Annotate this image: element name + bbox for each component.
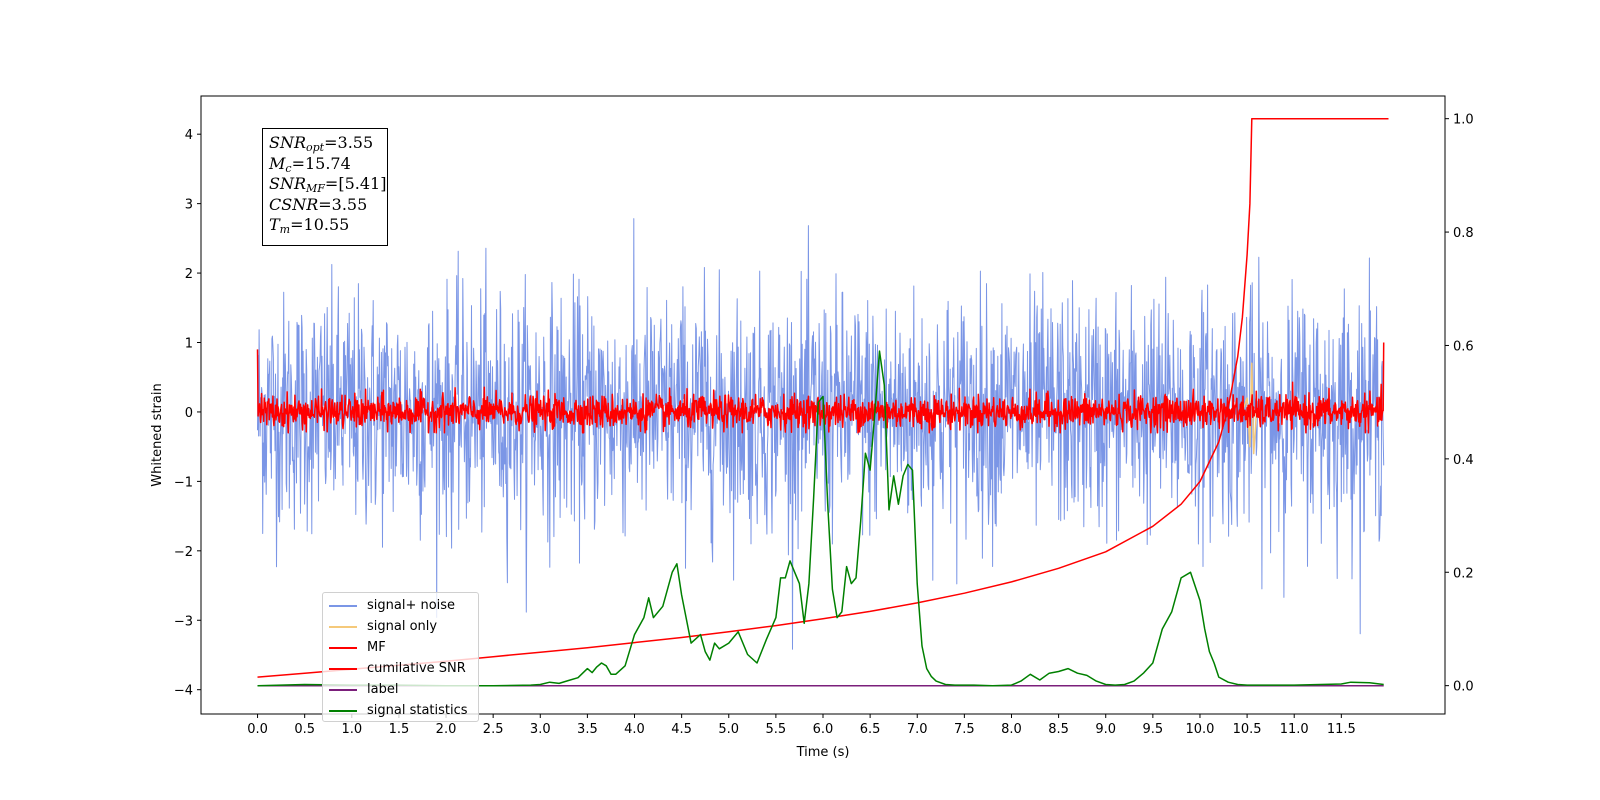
y2-tick-label: 0.8 (1453, 226, 1474, 241)
y-tick-label: 1 (185, 337, 193, 352)
y-axis-right: 1.0 0.8 0.6 0.4 0.2 0.0 (1445, 113, 1474, 695)
legend-label: signal statistics (367, 703, 468, 718)
legend-label: signal only (367, 619, 438, 634)
x-tick-label: 0.5 (294, 722, 315, 737)
y-tick-label: 2 (185, 267, 193, 282)
x-tick-label: 11.5 (1327, 722, 1356, 737)
legend-label: cumilative SNR (367, 661, 466, 676)
legend-swatch (329, 667, 357, 670)
x-tick-label: 1.5 (389, 722, 410, 737)
x-tick-label: 3.0 (530, 722, 551, 737)
y-tick-label: −3 (174, 614, 193, 629)
legend-item: label (329, 679, 478, 700)
legend-item: cumilative SNR (329, 658, 478, 679)
legend: signal+ noise signal only MF cumilative SNR… (322, 592, 479, 722)
x-tick-label: 7.5 (954, 722, 975, 737)
x-tick-label: 5.0 (718, 722, 739, 737)
x-tick-label: 4.5 (671, 722, 692, 737)
x-tick-label: 6.0 (813, 722, 834, 737)
series-line-signal-noise (257, 218, 1385, 650)
annotation-line: SNRMF=[5.41] (269, 174, 387, 195)
y2-tick-label: 0.0 (1453, 680, 1474, 695)
x-tick-label: 5.5 (766, 722, 787, 737)
legend-swatch (329, 646, 357, 649)
x-tick-label: 10.5 (1233, 722, 1262, 737)
annotation-line: Mc=15.74 (269, 153, 351, 175)
legend-item: signal statistics (329, 700, 478, 721)
y2-tick-label: 0.6 (1453, 339, 1474, 354)
x-tick-label: 11.0 (1280, 722, 1309, 737)
x-tick-label: 0.0 (247, 722, 268, 737)
legend-label: label (367, 682, 399, 697)
y2-tick-label: 0.4 (1453, 453, 1474, 468)
legend-label: MF (367, 640, 386, 655)
x-tick-label: 9.5 (1143, 722, 1164, 737)
x-axis-label: Time (s) (796, 745, 850, 760)
x-axis: 0.0 0.5 1.0 1.5 2.0 2.5 3.0 3.5 4.0 4.5 5.0 5.5 6.0 6… (247, 714, 1356, 737)
legend-item: MF (329, 637, 478, 658)
y2-tick-label: 1.0 (1453, 113, 1474, 128)
y2-tick-label: 0.2 (1453, 566, 1474, 581)
x-tick-label: 3.5 (577, 722, 598, 737)
y-tick-label: 0 (185, 406, 193, 421)
legend-item: signal+ noise (329, 595, 478, 616)
x-tick-label: 8.5 (1048, 722, 1069, 737)
x-tick-label: 2.0 (436, 722, 457, 737)
x-tick-label: 1.0 (341, 722, 362, 737)
x-tick-label: 9.0 (1095, 722, 1116, 737)
annotation-line: CSNR=3.55 (269, 194, 368, 214)
x-tick-label: 6.5 (860, 722, 881, 737)
y-tick-label: −2 (174, 545, 193, 560)
y-tick-label: −4 (174, 684, 193, 699)
x-tick-label: 4.0 (624, 722, 645, 737)
x-tick-label: 10.0 (1185, 722, 1214, 737)
legend-label: signal+ noise (367, 598, 456, 613)
legend-item: signal only (329, 616, 478, 637)
legend-swatch (329, 709, 357, 712)
series-line-mf (256, 342, 1385, 434)
legend-swatch (329, 625, 357, 628)
annotation-line: Tm=10.55 (269, 215, 350, 236)
legend-swatch (329, 604, 357, 607)
legend-swatch (329, 688, 357, 691)
x-tick-label: 2.5 (483, 722, 504, 737)
y-tick-label: −1 (174, 475, 193, 490)
x-tick-label: 8.0 (1001, 722, 1022, 737)
annotation-box: SNRopt=3.55 Mc=15.74 SNRMF=[5.41] CSNR=3.55… (262, 128, 388, 246)
y-tick-label: 4 (185, 128, 193, 143)
series-line-signal-statistics (257, 350, 1384, 687)
y-axis-label: Whitened strain (150, 383, 165, 486)
annotation-line: SNRopt=3.55 (269, 133, 374, 154)
series-line-cumilative-snr (257, 117, 1389, 678)
y-axis-left: 4 3 2 1 0 −1 −2 −3 −4 (174, 128, 201, 699)
x-tick-label: 7.0 (907, 722, 928, 737)
y-tick-label: 3 (185, 198, 193, 213)
